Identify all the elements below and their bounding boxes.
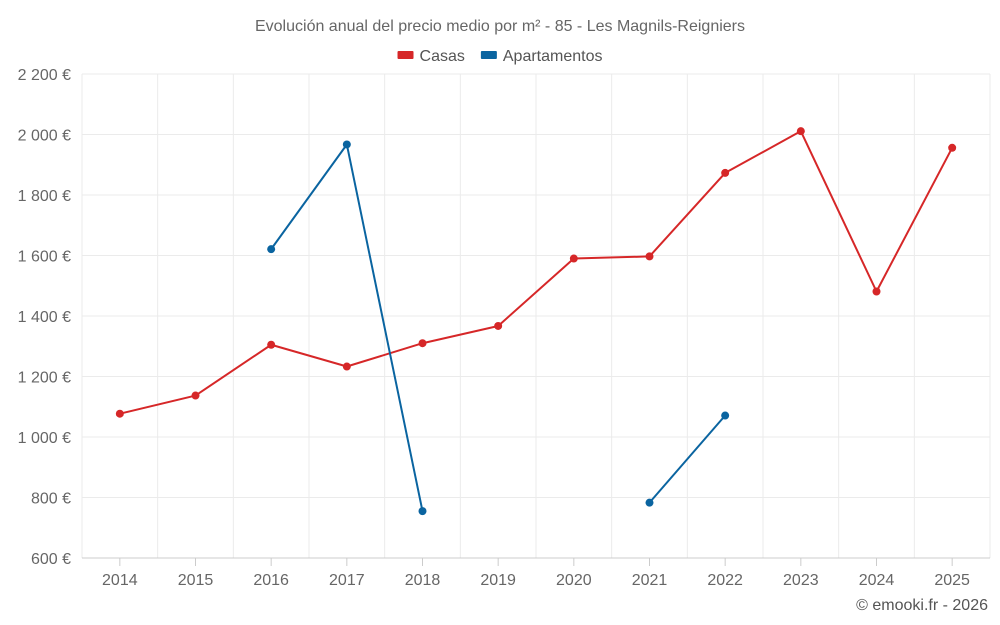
series-line-segment <box>270 143 424 512</box>
data-point[interactable] <box>418 339 427 348</box>
x-tick-label: 2017 <box>329 572 365 589</box>
y-tick-label: 1 600 € <box>18 249 71 266</box>
y-tick-label: 1 200 € <box>18 370 71 387</box>
series-line-segment <box>648 414 726 504</box>
x-tick-label: 2016 <box>253 572 289 589</box>
y-tick-label: 1 400 € <box>18 309 71 326</box>
data-point[interactable] <box>342 140 351 149</box>
x-tick-label: 2021 <box>632 572 668 589</box>
x-tick-label: 2020 <box>556 572 592 589</box>
data-point[interactable] <box>267 245 276 254</box>
data-point[interactable] <box>418 507 427 516</box>
y-tick-label: 1 800 € <box>18 188 71 205</box>
y-axis-ticks: 600 € 800 € 1 000 € 1 200 € 1 400 € 1 600 € 1 … <box>18 67 71 568</box>
data-point[interactable] <box>948 143 957 152</box>
x-tick-label: 2014 <box>102 572 138 589</box>
legend-item-apartamentos[interactable]: Apartamentos <box>480 48 603 65</box>
credit-text: © emooki.fr - 2026 <box>856 597 988 614</box>
x-tick-label: 2025 <box>934 572 970 589</box>
series-casas <box>115 127 957 418</box>
y-tick-label: 600 € <box>31 551 71 568</box>
legend: Casas Apartamentos <box>397 48 603 65</box>
x-tick-label: 2022 <box>707 572 743 589</box>
data-point[interactable] <box>721 168 730 177</box>
y-tick-label: 1 000 € <box>18 430 71 447</box>
legend-label: Apartamentos <box>503 48 603 65</box>
y-tick-label: 2 000 € <box>18 128 71 145</box>
x-tick-label: 2019 <box>480 572 516 589</box>
data-point[interactable] <box>342 362 351 371</box>
legend-swatch <box>480 51 497 59</box>
data-point[interactable] <box>267 340 276 349</box>
x-axis-ticks: 2014 2015 2016 2017 2018 2019 2020 2021 2022 2023… <box>102 558 970 589</box>
data-point[interactable] <box>872 287 881 296</box>
y-tick-label: 2 200 € <box>18 67 71 84</box>
legend-item-casas[interactable]: Casas <box>397 48 465 65</box>
data-point[interactable] <box>645 498 654 507</box>
data-point[interactable] <box>796 127 805 136</box>
x-tick-label: 2018 <box>405 572 441 589</box>
legend-label: Casas <box>420 48 465 65</box>
y-gridlines <box>82 73 990 498</box>
x-tick-label: 2015 <box>178 572 214 589</box>
y-tick-label: 800 € <box>31 491 71 508</box>
data-point[interactable] <box>494 321 503 330</box>
data-point[interactable] <box>569 254 578 263</box>
series-line-segment <box>119 130 954 415</box>
data-point[interactable] <box>115 409 124 418</box>
data-point[interactable] <box>191 391 200 400</box>
series-layer <box>115 127 957 516</box>
x-tick-label: 2023 <box>783 572 819 589</box>
data-point[interactable] <box>645 252 654 261</box>
x-tick-label: 2024 <box>859 572 895 589</box>
legend-swatch <box>397 51 414 59</box>
chart-title: Evolución anual del precio medio por m² … <box>255 18 745 35</box>
series-apartamentos <box>267 140 730 516</box>
data-point[interactable] <box>721 411 730 420</box>
